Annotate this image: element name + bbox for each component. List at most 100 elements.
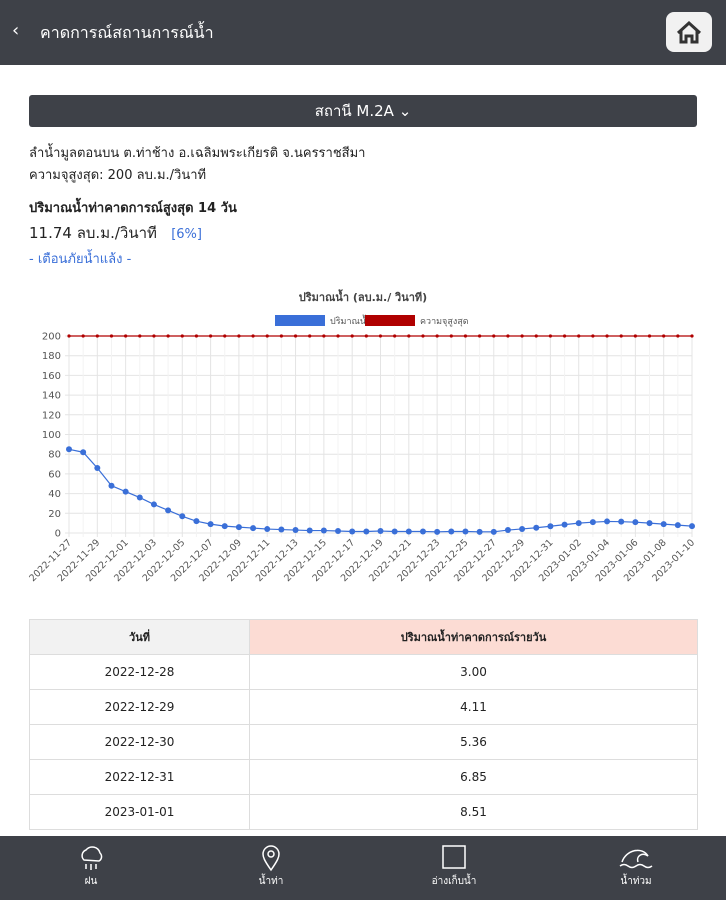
data-point [138, 334, 142, 338]
y-tick-label: 100 [42, 430, 61, 441]
data-point [279, 334, 283, 338]
data-point [165, 507, 172, 514]
data-point [533, 524, 540, 531]
data-point [166, 334, 170, 338]
data-point [689, 523, 695, 530]
nav-runoff[interactable]: น้ำท่า [211, 836, 331, 900]
data-point [152, 334, 156, 338]
data-point [619, 334, 623, 338]
data-point [364, 334, 368, 338]
y-tick-label: 160 [42, 371, 61, 382]
forecast-table: วันที่ ปริมาณน้ำท่าคาดการณ์รายวัน 2022-12… [29, 619, 698, 830]
y-tick-label: 140 [42, 391, 61, 402]
y-tick-label: 120 [42, 410, 61, 421]
data-point [534, 334, 538, 338]
data-point [237, 334, 241, 338]
nav-label: ฝน [84, 876, 98, 887]
forecast-warning[interactable]: - เตือนภัยน้ำแล้ง - [29, 252, 132, 267]
data-point [562, 334, 567, 338]
data-point [179, 513, 186, 520]
data-point [504, 527, 511, 534]
data-point [405, 528, 412, 535]
data-point [94, 464, 101, 471]
data-point [223, 334, 227, 338]
data-point [589, 519, 596, 526]
legend-label: ความจุสูงสุด [420, 317, 469, 327]
pin-icon [262, 845, 280, 872]
data-point [278, 526, 285, 533]
nav-reservoir[interactable]: อ่างเก็บน้ำ [394, 836, 514, 900]
nav-label: อ่างเก็บน้ำ [431, 876, 477, 887]
cell: 2022-12-28 [29, 654, 250, 690]
station-capacity: ความจุสูงสุด: 200 ลบ.ม./วินาที [29, 168, 207, 183]
cell: 2022-12-31 [29, 759, 250, 795]
data-point [407, 334, 411, 338]
data-point [251, 334, 255, 338]
wave-icon [619, 849, 653, 869]
y-tick-label: 20 [48, 509, 61, 520]
data-point [221, 523, 228, 530]
app-bar: ‹ คาดการณ์สถานการณ์น้ำ [0, 0, 726, 65]
data-point [591, 334, 595, 338]
nav-flood[interactable]: น้ำท่วม [576, 836, 696, 900]
chart: ปริมาณน้ำ (ลบ.ม./ วินาที) ปริมาณน้ำ ความจุ… [27, 289, 697, 584]
data-point [605, 334, 609, 338]
y-tick-label: 200 [42, 332, 61, 343]
data-point [548, 334, 553, 338]
data-point [492, 334, 496, 338]
legend-swatch [365, 315, 415, 326]
data-point [235, 524, 242, 531]
data-point [478, 334, 482, 338]
data-point [264, 526, 271, 533]
forecast-percent: [6%] [171, 227, 202, 242]
data-point [448, 528, 455, 535]
home-button[interactable] [666, 12, 712, 52]
data-point [293, 334, 298, 338]
data-point [633, 334, 637, 338]
data-point [377, 528, 384, 535]
data-point [419, 528, 426, 535]
data-point [647, 334, 652, 338]
data-point [632, 519, 639, 526]
data-point [604, 518, 611, 525]
data-point [660, 521, 667, 528]
data-point [462, 528, 469, 535]
data-point [363, 528, 370, 535]
data-point [95, 334, 99, 338]
data-point [67, 334, 71, 338]
cell: 2022-12-29 [29, 689, 250, 725]
cell: 5.36 [249, 724, 698, 760]
nav-label: น้ำท่วม [620, 876, 652, 887]
data-point [320, 527, 327, 534]
table-header: ปริมาณน้ำท่าคาดการณ์รายวัน [249, 619, 698, 655]
forecast-value: 11.74 ลบ.ม./วินาที [29, 224, 157, 242]
data-point [208, 334, 213, 338]
legend-swatch [275, 315, 325, 326]
y-tick-label: 0 [55, 529, 61, 540]
data-point [577, 334, 581, 338]
data-point [81, 334, 85, 338]
forecast-value-row: 11.74 ลบ.ม./วินาที [6%] [29, 221, 202, 245]
data-point [193, 518, 200, 525]
data-point [308, 334, 312, 338]
nav-rain[interactable]: ฝน [31, 836, 151, 900]
y-tick-label: 80 [48, 450, 61, 461]
back-button[interactable]: ‹ [12, 20, 20, 41]
data-point [80, 449, 87, 456]
data-point [674, 522, 681, 529]
data-point [66, 446, 72, 453]
rain-icon [81, 846, 103, 870]
data-point [292, 527, 299, 534]
data-point [335, 528, 342, 535]
data-point [180, 334, 184, 338]
data-point [393, 334, 397, 338]
station-selector[interactable]: สถานี M.2A ⌄ [29, 95, 697, 127]
cell: 8.51 [249, 794, 698, 830]
data-point [109, 334, 114, 338]
data-point [520, 334, 524, 338]
data-point [124, 334, 128, 338]
bottom-nav: ฝน น้ำท่า อ่างเก็บน้ำ น้ำท่วม [0, 836, 726, 900]
data-point [336, 334, 340, 338]
data-point [349, 528, 356, 535]
data-point [561, 521, 568, 528]
